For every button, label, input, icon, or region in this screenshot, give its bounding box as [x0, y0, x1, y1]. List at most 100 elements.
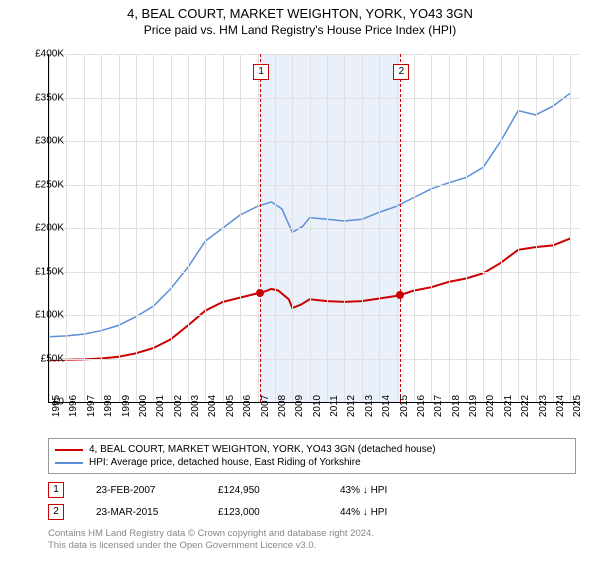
event-price-1: £124,950	[218, 485, 308, 496]
footer-line-1: Contains HM Land Registry data © Crown c…	[48, 528, 374, 540]
grid-v	[240, 54, 241, 402]
x-tick-label: 2012	[346, 395, 357, 417]
event-price-2: £123,000	[218, 507, 308, 518]
chart-subtitle: Price paid vs. HM Land Registry's House …	[0, 23, 600, 37]
chart-container: 4, BEAL COURT, MARKET WEIGHTON, YORK, YO…	[0, 6, 600, 566]
grid-v	[414, 54, 415, 402]
legend-label-property: 4, BEAL COURT, MARKET WEIGHTON, YORK, YO…	[89, 444, 436, 455]
legend-row-property: 4, BEAL COURT, MARKET WEIGHTON, YORK, YO…	[55, 443, 569, 456]
event-line	[400, 54, 401, 402]
x-tick-label: 2013	[364, 395, 375, 417]
legend-swatch-property	[55, 449, 83, 451]
grid-v	[379, 54, 380, 402]
event-date-2: 23-MAR-2015	[96, 507, 186, 518]
grid-v	[431, 54, 432, 402]
grid-h	[49, 315, 579, 316]
legend-box: 4, BEAL COURT, MARKET WEIGHTON, YORK, YO…	[48, 438, 576, 474]
grid-v	[466, 54, 467, 402]
x-tick-label: 2008	[277, 395, 288, 417]
grid-v	[362, 54, 363, 402]
event-point	[256, 289, 264, 297]
event-pct-1: 43% ↓ HPI	[340, 485, 387, 496]
x-tick-label: 2015	[399, 395, 410, 417]
x-tick-label: 2025	[572, 395, 583, 417]
x-tick-label: 2010	[312, 395, 323, 417]
grid-v	[397, 54, 398, 402]
grid-h	[49, 272, 579, 273]
grid-h	[49, 98, 579, 99]
x-tick-label: 2004	[207, 395, 218, 417]
x-tick-label: 2019	[468, 395, 479, 417]
legend-label-hpi: HPI: Average price, detached house, East…	[89, 457, 361, 468]
y-tick-label: £150K	[35, 266, 64, 277]
event-row-1: 1 23-FEB-2007 £124,950 43% ↓ HPI	[48, 482, 387, 498]
footer-text: Contains HM Land Registry data © Crown c…	[48, 528, 374, 553]
legend-row-hpi: HPI: Average price, detached house, East…	[55, 456, 569, 469]
grid-h	[49, 185, 579, 186]
grid-v	[501, 54, 502, 402]
y-tick-label: £400K	[35, 49, 64, 60]
grid-v	[327, 54, 328, 402]
event-point	[396, 291, 404, 299]
event-marker-box: 2	[393, 64, 409, 80]
x-tick-label: 2002	[173, 395, 184, 417]
grid-v	[188, 54, 189, 402]
event-marker-2: 2	[48, 504, 64, 520]
x-tick-label: 2017	[433, 395, 444, 417]
x-tick-label: 2009	[294, 395, 305, 417]
grid-v	[310, 54, 311, 402]
grid-v	[119, 54, 120, 402]
grid-h	[49, 359, 579, 360]
x-tick-label: 2006	[242, 395, 253, 417]
y-tick-label: £300K	[35, 136, 64, 147]
grid-v	[84, 54, 85, 402]
x-tick-label: 2005	[225, 395, 236, 417]
x-tick-label: 1998	[103, 395, 114, 417]
event-marker-box: 1	[253, 64, 269, 80]
x-tick-label: 1996	[68, 395, 79, 417]
x-tick-label: 2020	[485, 395, 496, 417]
x-tick-label: 2011	[329, 395, 340, 417]
event-line	[260, 54, 261, 402]
grid-v	[483, 54, 484, 402]
y-tick-label: £50K	[41, 353, 64, 364]
x-tick-label: 2018	[451, 395, 462, 417]
chart-title: 4, BEAL COURT, MARKET WEIGHTON, YORK, YO…	[0, 6, 600, 21]
grid-v	[66, 54, 67, 402]
grid-v	[101, 54, 102, 402]
grid-v	[449, 54, 450, 402]
grid-v	[258, 54, 259, 402]
y-tick-label: £250K	[35, 179, 64, 190]
grid-v	[570, 54, 571, 402]
legend-swatch-hpi	[55, 462, 83, 464]
grid-h	[49, 141, 579, 142]
footer-line-2: This data is licensed under the Open Gov…	[48, 540, 374, 552]
chart-plot-area: 12	[48, 54, 579, 403]
x-tick-label: 2023	[538, 395, 549, 417]
x-tick-label: 2021	[503, 395, 514, 417]
y-tick-label: £200K	[35, 223, 64, 234]
grid-v	[275, 54, 276, 402]
x-tick-label: 2014	[381, 395, 392, 417]
grid-v	[292, 54, 293, 402]
grid-v	[344, 54, 345, 402]
x-tick-label: 2024	[555, 395, 566, 417]
event-marker-1: 1	[48, 482, 64, 498]
grid-v	[223, 54, 224, 402]
grid-v	[518, 54, 519, 402]
grid-h	[49, 54, 579, 55]
x-tick-label: 1995	[51, 395, 62, 417]
grid-v	[553, 54, 554, 402]
grid-v	[136, 54, 137, 402]
x-tick-label: 2000	[138, 395, 149, 417]
grid-v	[171, 54, 172, 402]
event-date-1: 23-FEB-2007	[96, 485, 186, 496]
y-tick-label: £350K	[35, 92, 64, 103]
x-tick-label: 2022	[520, 395, 531, 417]
x-tick-label: 2016	[416, 395, 427, 417]
x-tick-label: 1997	[86, 395, 97, 417]
x-tick-label: 1999	[121, 395, 132, 417]
grid-v	[536, 54, 537, 402]
event-row-2: 2 23-MAR-2015 £123,000 44% ↓ HPI	[48, 504, 387, 520]
x-tick-label: 2001	[155, 395, 166, 417]
